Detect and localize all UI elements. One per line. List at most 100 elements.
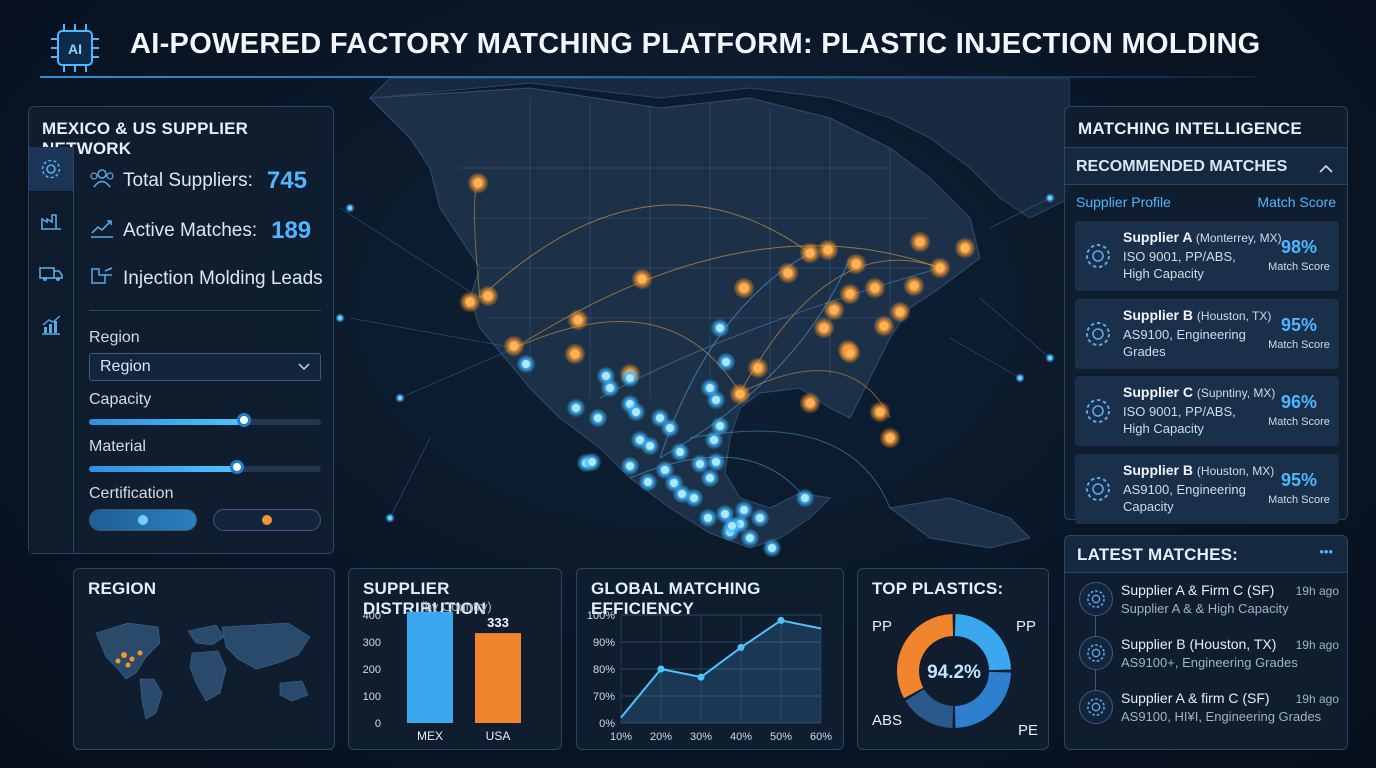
map-node[interactable] — [935, 263, 945, 273]
gear-icon — [1083, 474, 1113, 509]
map-node[interactable] — [398, 396, 402, 400]
map-node[interactable] — [1018, 376, 1022, 380]
map-node[interactable] — [728, 522, 736, 530]
y-tick-label: 80% — [593, 664, 615, 676]
map-node[interactable] — [1048, 196, 1052, 200]
map-node[interactable] — [870, 283, 880, 293]
map-node[interactable] — [348, 206, 352, 210]
map-node[interactable] — [805, 248, 815, 258]
map-node[interactable] — [637, 274, 647, 284]
map-node[interactable] — [746, 534, 754, 542]
map-node[interactable] — [670, 479, 678, 487]
map-node[interactable] — [626, 462, 634, 470]
latest-match-item[interactable]: Supplier B (Houston, TX) 19h ago AS9100+, … — [1079, 630, 1339, 680]
map-node[interactable] — [483, 291, 493, 301]
map-node[interactable] — [661, 466, 669, 474]
map-node[interactable] — [845, 348, 855, 358]
map-node[interactable] — [851, 259, 861, 269]
map-node[interactable] — [626, 374, 634, 382]
map-node[interactable] — [338, 316, 342, 320]
map-node[interactable] — [666, 424, 674, 432]
map-node[interactable] — [829, 305, 839, 315]
map-node[interactable] — [646, 442, 654, 450]
map-node[interactable] — [768, 544, 776, 552]
map-node[interactable] — [823, 245, 833, 255]
map-node[interactable] — [915, 237, 925, 247]
map-node[interactable] — [895, 307, 905, 317]
capacity-slider[interactable] — [89, 413, 321, 427]
y-tick-label: 70% — [593, 691, 615, 703]
map-node[interactable] — [845, 289, 855, 299]
map-node[interactable] — [602, 372, 610, 380]
map-node[interactable] — [656, 414, 664, 422]
map-node[interactable] — [522, 360, 530, 368]
match-card[interactable]: Supplier A (Monterrey, MX) ISO 9001, PP/A… — [1075, 221, 1339, 291]
map-node[interactable] — [712, 396, 720, 404]
map-node[interactable] — [696, 460, 704, 468]
map-node[interactable] — [606, 384, 614, 392]
map-node[interactable] — [588, 458, 596, 466]
map-node[interactable] — [909, 281, 919, 291]
map-node[interactable] — [570, 349, 580, 359]
match-score: 96% — [1280, 392, 1318, 412]
map-node[interactable] — [716, 422, 724, 430]
latest-match-item[interactable]: Supplier A & firm C (SF) 19h ago AS9100, H… — [1079, 684, 1339, 734]
material-slider-handle[interactable] — [230, 460, 245, 474]
x-tick-label: 40% — [730, 731, 752, 743]
map-node[interactable] — [716, 324, 724, 332]
map-node[interactable] — [801, 494, 809, 502]
map-node[interactable] — [710, 436, 718, 444]
gear-icon[interactable] — [29, 147, 73, 191]
map-node[interactable] — [722, 358, 730, 366]
region-select[interactable]: Region — [89, 353, 321, 381]
more-options-icon[interactable]: ••• — [1319, 544, 1333, 559]
certification-toggle-iso[interactable] — [89, 509, 197, 531]
map-node[interactable] — [594, 414, 602, 422]
section-header[interactable]: RECOMMENDED MATCHES — [1065, 147, 1347, 185]
map-node[interactable] — [805, 398, 815, 408]
map-node[interactable] — [756, 514, 764, 522]
map-node[interactable] — [783, 268, 793, 278]
map-node[interactable] — [960, 243, 970, 253]
map-node[interactable] — [632, 408, 640, 416]
map-node[interactable] — [644, 478, 652, 486]
map-node[interactable] — [885, 433, 895, 443]
latest-match-title: Supplier A & Firm C (SF) — [1121, 582, 1275, 598]
panel-subtitle: (by Country) — [420, 599, 492, 614]
latest-match-title: Supplier A & firm C (SF) — [1121, 690, 1270, 706]
map-node[interactable] — [753, 363, 763, 373]
material-slider[interactable] — [89, 460, 321, 474]
map-node[interactable] — [473, 178, 483, 188]
map-node[interactable] — [721, 510, 729, 518]
map-node[interactable] — [819, 323, 829, 333]
match-card[interactable]: Supplier C (Supntiny, MX) ISO 9001, PP/AB… — [1075, 376, 1339, 446]
map-node[interactable] — [676, 448, 684, 456]
map-node[interactable] — [573, 315, 583, 325]
map-node[interactable] — [1048, 356, 1052, 360]
match-card[interactable]: Supplier B (Houston, TX) AS9100, Engineer… — [1075, 298, 1339, 369]
chart-icon[interactable] — [29, 303, 73, 347]
map-node[interactable] — [740, 506, 748, 514]
factory-icon[interactable] — [29, 199, 73, 243]
capacity-slider-handle[interactable] — [237, 413, 252, 427]
latest-match-item[interactable]: Supplier A & Firm C (SF) 19h ago Supplier … — [1079, 576, 1339, 626]
truck-icon[interactable] — [29, 251, 73, 295]
map-node[interactable] — [704, 514, 712, 522]
certification-toggle-as9100[interactable] — [213, 509, 321, 531]
map-node[interactable] — [712, 458, 720, 466]
stat-label: Total Suppliers: — [123, 170, 253, 191]
map-node[interactable] — [735, 389, 745, 399]
map-node[interactable] — [388, 516, 392, 520]
map-node[interactable] — [879, 321, 889, 331]
map-node[interactable] — [690, 494, 698, 502]
map-node[interactable] — [465, 297, 475, 307]
map-node[interactable] — [706, 474, 714, 482]
match-card[interactable]: Supplier B (Houston, MX) AS9100, Engineer… — [1075, 453, 1339, 524]
map-node[interactable] — [678, 490, 686, 498]
map-node[interactable] — [509, 341, 519, 351]
map-node[interactable] — [572, 404, 580, 412]
map-node[interactable] — [875, 407, 885, 417]
map-node[interactable] — [706, 384, 714, 392]
chevron-up-icon[interactable] — [1319, 160, 1333, 178]
map-node[interactable] — [739, 283, 749, 293]
